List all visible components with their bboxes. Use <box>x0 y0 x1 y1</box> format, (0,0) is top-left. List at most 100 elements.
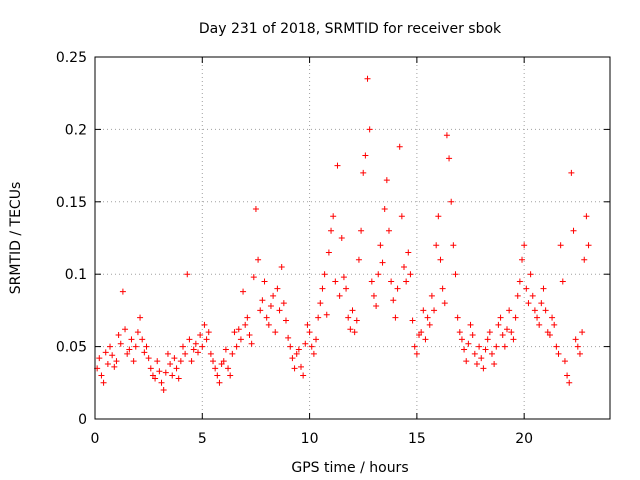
data-point <box>156 368 163 375</box>
data-point <box>360 169 367 176</box>
data-point <box>201 321 208 328</box>
data-point <box>559 278 566 285</box>
data-point <box>199 343 206 350</box>
y-tick-label: 0.1 <box>65 267 87 283</box>
data-point <box>340 274 347 281</box>
data-point <box>439 285 446 292</box>
data-point <box>270 292 277 299</box>
data-point <box>98 372 105 379</box>
data-point <box>396 143 403 150</box>
y-tick-label: 0 <box>78 412 87 428</box>
data-point <box>192 340 199 347</box>
data-point <box>398 213 405 220</box>
data-point <box>158 379 165 386</box>
x-tick-label: 5 <box>198 431 207 447</box>
data-point <box>167 360 174 367</box>
data-point <box>276 307 283 314</box>
data-points <box>94 75 592 394</box>
data-point <box>302 340 309 347</box>
data-point <box>143 343 150 350</box>
data-point <box>265 321 272 328</box>
data-point <box>190 346 197 353</box>
data-point <box>381 206 388 213</box>
data-point <box>403 278 410 285</box>
data-point <box>263 314 270 321</box>
data-point <box>225 365 232 372</box>
data-point <box>512 314 519 321</box>
plot-frame <box>94 56 611 420</box>
data-point <box>467 321 474 328</box>
data-point <box>525 300 532 307</box>
data-point <box>437 256 444 263</box>
data-point <box>102 349 109 356</box>
data-point <box>100 379 107 386</box>
data-point <box>137 314 144 321</box>
data-point <box>441 300 448 307</box>
data-point <box>521 242 528 249</box>
data-point <box>147 365 154 372</box>
data-point <box>119 288 126 295</box>
data-point <box>454 314 461 321</box>
data-point <box>482 346 489 353</box>
data-point <box>323 311 330 318</box>
data-point <box>471 350 478 357</box>
data-point <box>220 358 227 365</box>
data-point <box>473 360 480 367</box>
data-point <box>205 329 212 336</box>
data-point <box>113 358 120 365</box>
data-point <box>576 350 583 357</box>
data-point <box>203 336 210 343</box>
data-point <box>370 292 377 299</box>
data-point <box>362 152 369 159</box>
data-point <box>379 259 386 266</box>
data-point <box>497 314 504 321</box>
data-point <box>182 350 189 357</box>
data-point <box>527 271 534 278</box>
data-point <box>231 329 238 336</box>
data-point <box>355 256 362 263</box>
data-point <box>162 369 169 376</box>
data-point <box>287 343 294 350</box>
data-point <box>177 358 184 365</box>
data-point <box>523 285 530 292</box>
data-point <box>458 336 465 343</box>
data-point <box>519 256 526 263</box>
y-tick-label: 0.15 <box>56 195 87 211</box>
data-point <box>295 346 302 353</box>
data-point <box>237 336 244 343</box>
data-point <box>152 375 159 382</box>
data-point <box>229 350 236 357</box>
data-point <box>308 343 315 350</box>
data-point <box>343 285 350 292</box>
data-point <box>298 363 304 370</box>
data-point <box>413 350 420 357</box>
data-point <box>452 271 459 278</box>
data-point <box>124 350 131 357</box>
grid-lines <box>95 57 610 419</box>
data-point <box>422 336 429 343</box>
data-point <box>546 332 553 339</box>
data-point <box>248 340 255 347</box>
data-point <box>104 360 111 367</box>
data-point <box>117 340 124 347</box>
data-point <box>581 256 588 263</box>
data-point <box>240 288 247 295</box>
data-point <box>433 242 440 249</box>
data-point <box>109 352 116 359</box>
data-point <box>255 256 262 263</box>
data-point <box>184 271 191 278</box>
data-point <box>235 326 242 333</box>
data-point <box>207 350 214 357</box>
data-point <box>538 300 545 307</box>
data-point <box>134 329 141 336</box>
plot-border <box>94 56 611 420</box>
data-point <box>450 242 457 249</box>
data-point <box>139 336 146 343</box>
data-point <box>557 242 564 249</box>
data-point <box>564 372 571 379</box>
data-point <box>566 379 573 386</box>
data-point <box>478 355 485 362</box>
data-point <box>540 285 547 292</box>
data-point <box>171 355 178 362</box>
data-point <box>336 292 343 299</box>
